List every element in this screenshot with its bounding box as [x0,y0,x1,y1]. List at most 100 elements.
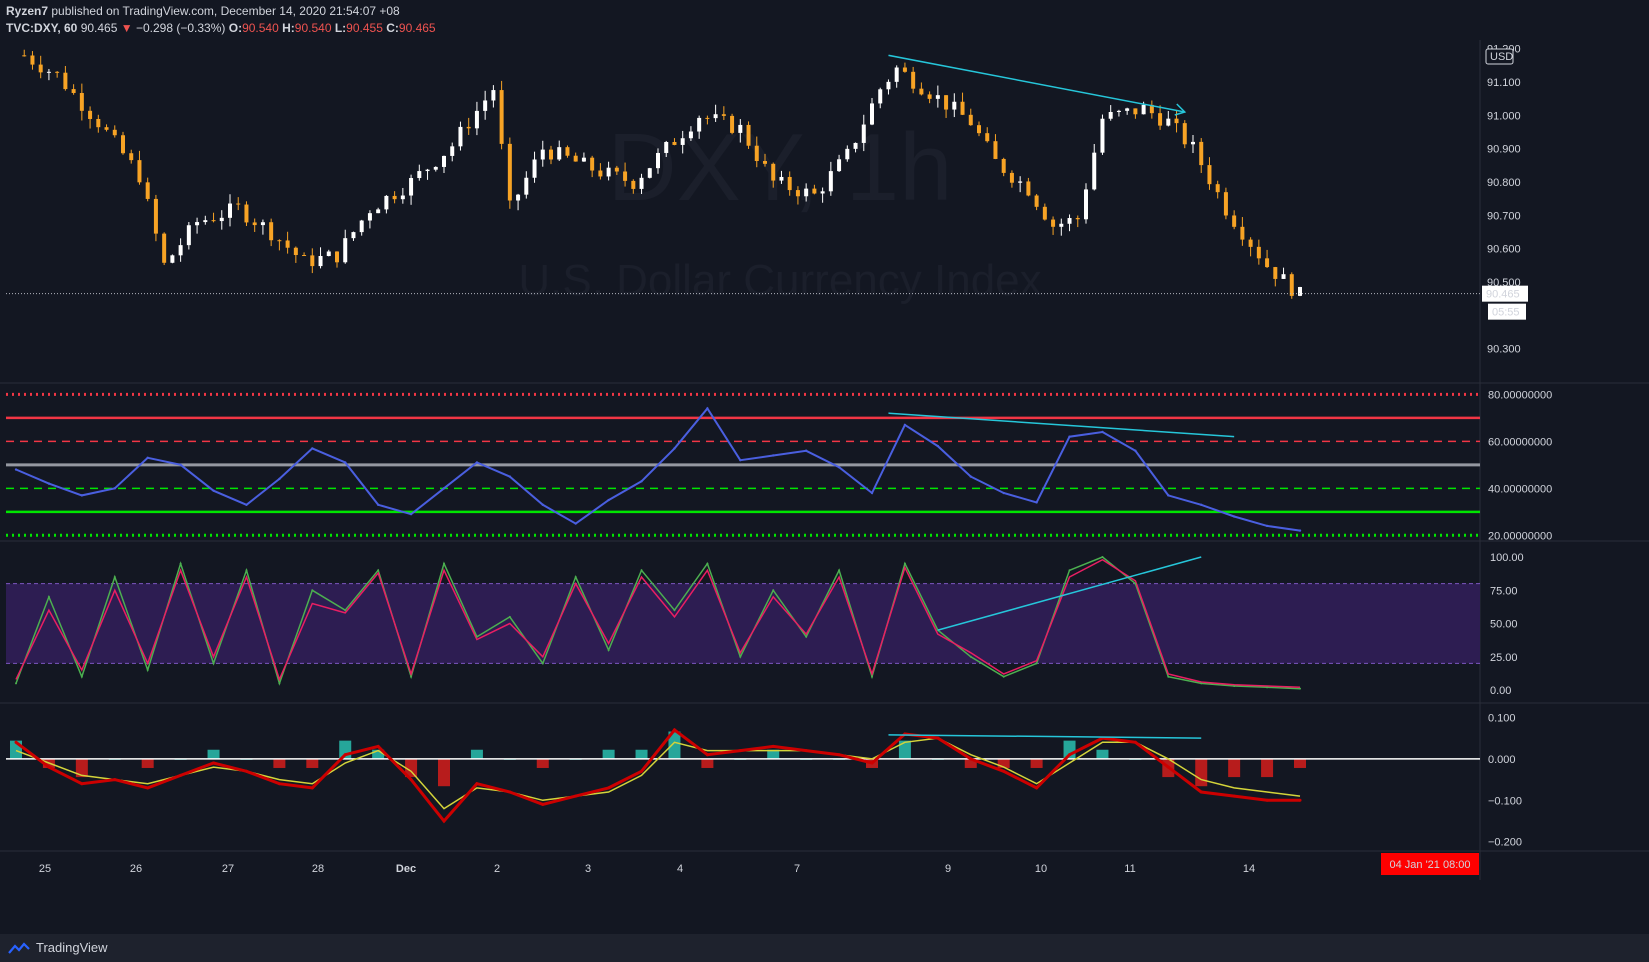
macd-point [607,786,611,790]
candle [55,71,60,73]
price-pane[interactable] [6,49,1480,299]
rsi-point [706,407,709,410]
chart-canvas[interactable]: DXY, 1h U.S. Dollar Currency Index 91.20… [0,0,1649,934]
right-price-axis[interactable]: 91.20091.10091.00090.90090.80090.70090.6… [1482,44,1552,849]
rsi-point [1200,503,1203,506]
candle [590,157,595,171]
macd-point [1035,786,1039,790]
macd-histogram-bar [701,758,714,768]
author-name[interactable]: Ryzen7 [6,4,49,18]
rsi-point [1068,435,1071,438]
candle [581,157,586,162]
candle [269,222,274,241]
candle [203,220,208,223]
candle [795,190,800,197]
macd-histogram-bar [1228,758,1241,778]
stoch-k-point [1068,569,1071,572]
candle [335,251,339,263]
stoch-k-point [278,682,281,685]
candle [549,149,553,160]
rsi-point [837,465,841,469]
time-tick-label: 26 [130,863,142,875]
candle [326,251,331,256]
candle [30,55,35,65]
rsi-pane[interactable] [6,392,1480,537]
macd-histogram-bar [602,749,615,759]
candle [861,124,866,143]
rsi-point [1101,430,1104,434]
stoch-k-point [1134,582,1137,585]
low-label: L: [334,21,347,35]
candle [894,67,899,82]
stoch-k-point [607,649,610,652]
macd-point [310,786,314,790]
time-axis[interactable]: 25 26 27 28 Dec 2 3 4 7 9 10 11 14 04 Jan '21 08:00 [39,853,1479,875]
macd-point [969,757,973,761]
symbol-name[interactable]: TVC:DXY, 60 [6,21,78,35]
candle [828,171,833,192]
time-tick-label: Dec [396,863,416,875]
price-tick-label: 91.000 [1487,110,1521,122]
candle [228,203,232,218]
macd-point [1199,790,1203,794]
macd-point [179,773,183,777]
rsi-point [772,454,775,457]
candle [186,225,191,246]
rsi-tick-label: 60.00000000 [1488,436,1552,448]
rsi-point [113,487,116,490]
macd-point [804,749,808,753]
watermark-symbol: DXY, 1h [607,114,952,221]
rsi-point [640,480,643,483]
macd-point [47,765,51,769]
candle [573,155,578,162]
candle [79,92,84,111]
candle [713,114,718,119]
stoch-k-point [640,569,643,572]
candle [1289,274,1294,296]
macd-pane[interactable] [6,727,1480,824]
watermark-name: U.S. Dollar Currency Index [518,256,1041,305]
candle [38,64,43,73]
rsi-point [311,447,314,450]
macd-point [376,744,380,748]
macd-point [113,778,117,782]
open-value: 90.540 [242,21,279,35]
stoch-k-point [1233,685,1236,688]
candle [442,155,446,167]
stoch-k-point [377,569,380,572]
candle [993,141,998,159]
macd-point [1002,769,1006,773]
candle [507,143,512,201]
stoch-rsi-pane[interactable] [6,556,1480,690]
rsi-point [1298,529,1302,532]
rsi-point [903,423,907,427]
rsi-point [1232,515,1236,518]
macd-histogram-bar [306,758,319,768]
candle [310,255,315,267]
candle [88,110,93,119]
tradingview-logo[interactable]: TradingView [8,940,108,955]
stoch-k-point [179,562,182,565]
macd-histogram-bar [898,740,911,759]
candle [721,114,726,116]
rsi-point [541,503,544,506]
currency-badge[interactable] [1485,48,1514,65]
candle [960,101,965,115]
trendline-arrow-icon [1174,103,1187,116]
macd-histogram-bar [1030,758,1043,768]
candle [738,124,743,133]
candle [343,238,348,263]
stoch-k-point [212,662,215,665]
stoch-k-point [245,569,248,572]
candle [631,180,636,189]
macd-point [14,740,18,744]
candle [1265,258,1270,268]
rsi-point [278,477,281,481]
candle [532,159,537,178]
candle [433,166,438,170]
macd-point [212,761,216,765]
published-text: published on TradingView.com, December 1… [51,4,400,18]
candle [450,146,455,156]
candle [1042,206,1047,220]
macd-point [1166,765,1170,769]
